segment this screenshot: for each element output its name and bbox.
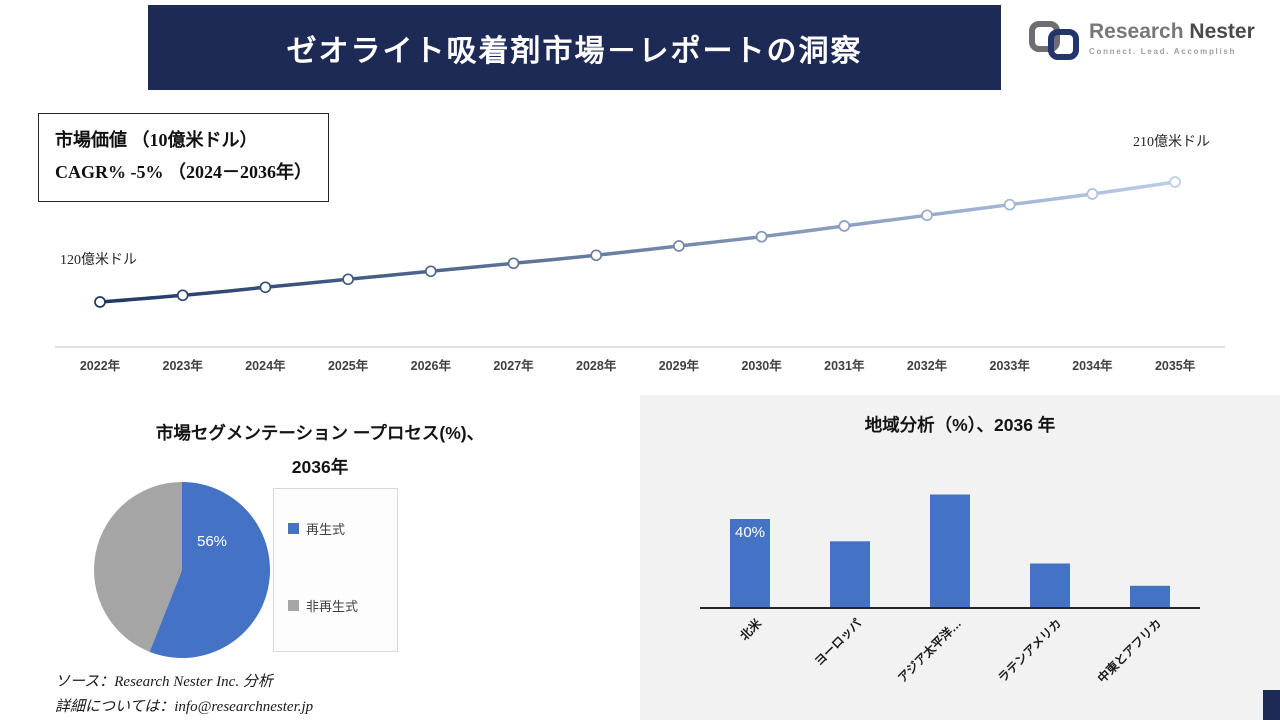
svg-text:2025年: 2025年 xyxy=(328,358,369,373)
legend-item-regenerative: 再生式 xyxy=(288,519,383,538)
market-value-line: 市場価値 （10億米ドル） xyxy=(55,130,258,150)
source-text: ソース：Research Nester Inc. 分析 xyxy=(55,674,273,690)
start-value-label: 120億米ドル xyxy=(60,253,137,268)
legend-item-non-regenerative: 非再生式 xyxy=(288,596,383,615)
bar-chart-title: 地域分析（%）、2036 年 xyxy=(864,415,1056,435)
logo-icon xyxy=(1029,21,1079,60)
footer: ソース：Research Nester Inc. 分析 詳細については：info… xyxy=(55,670,313,720)
svg-text:中東とアフリカ: 中東とアフリカ xyxy=(1094,616,1164,686)
legend-swatch-blue xyxy=(288,523,299,534)
svg-text:2024年: 2024年 xyxy=(245,358,286,373)
pie-legend: 再生式 非再生式 xyxy=(273,488,398,652)
region-bar-chart: 北米 ヨーロッパ アジア太平洋… ラテンアメリカ 中東とアフリカ 40% xyxy=(700,494,1200,686)
end-value-label: 210億米ドル xyxy=(1133,135,1210,150)
svg-text:56%: 56% xyxy=(197,533,227,550)
market-value-box: 市場価値 （10億米ドル） CAGR% -5% （2024－2036年） xyxy=(38,113,329,202)
svg-text:2029年: 2029年 xyxy=(659,358,700,373)
pie-chart-title-line1: 市場セグメンテーション ープロセス(%)、 xyxy=(155,423,485,443)
legend-label-regenerative: 再生式 xyxy=(306,522,346,537)
svg-text:北米: 北米 xyxy=(737,615,765,643)
brand-nester: Nester xyxy=(1189,20,1255,43)
legend-swatch-gray xyxy=(288,600,299,611)
brand-name: Research Nester xyxy=(1089,20,1255,44)
svg-text:2028年: 2028年 xyxy=(576,358,617,373)
svg-text:2031年: 2031年 xyxy=(824,358,865,373)
svg-text:2030年: 2030年 xyxy=(741,358,782,373)
page-title: ゼオライト吸着剤市場－レポートの洞察 xyxy=(286,34,863,68)
svg-text:アジア太平洋…: アジア太平洋… xyxy=(894,616,964,686)
logo-text: Research Nester Connect. Lead. Accomplis… xyxy=(1089,20,1255,56)
svg-text:ラテンアメリカ: ラテンアメリカ xyxy=(995,616,1064,685)
svg-text:40%: 40% xyxy=(735,524,765,541)
brand-research: Research xyxy=(1089,20,1184,43)
svg-text:2022年: 2022年 xyxy=(80,358,121,373)
svg-text:2023年: 2023年 xyxy=(163,358,204,373)
title-banner: ゼオライト吸着剤市場－レポートの洞察 xyxy=(148,5,1001,90)
market-growth-line-chart: 2022年 2023年 2024年 2025年 2026年 2027年 2028年 2029年… xyxy=(55,176,1225,373)
svg-text:2033年: 2033年 xyxy=(990,358,1031,373)
brand-logo: Research Nester Connect. Lead. Accomplis… xyxy=(1028,20,1255,62)
segmentation-pie-chart: 56% xyxy=(94,482,271,658)
pie-chart-title: 市場セグメンテーション ープロセス(%)、 2036年 xyxy=(60,416,580,484)
svg-text:2035年: 2035年 xyxy=(1155,358,1196,373)
legend-label-non-regenerative: 非再生式 xyxy=(306,599,359,614)
corner-accent-bar xyxy=(1263,690,1280,720)
svg-text:2027年: 2027年 xyxy=(493,358,534,373)
svg-text:ヨーロッパ: ヨーロッパ xyxy=(812,616,864,668)
cagr-line: CAGR% -5% （2024－2036年） xyxy=(55,162,312,183)
svg-text:2026年: 2026年 xyxy=(411,358,452,373)
pie-chart-title-line2: 2036年 xyxy=(291,457,349,478)
svg-text:2034年: 2034年 xyxy=(1072,358,1113,373)
svg-text:2032年: 2032年 xyxy=(907,358,948,373)
brand-tagline: Connect. Lead. Accomplish xyxy=(1089,47,1237,57)
contact-text: 詳細については：info@researchnester.jp xyxy=(55,698,314,715)
